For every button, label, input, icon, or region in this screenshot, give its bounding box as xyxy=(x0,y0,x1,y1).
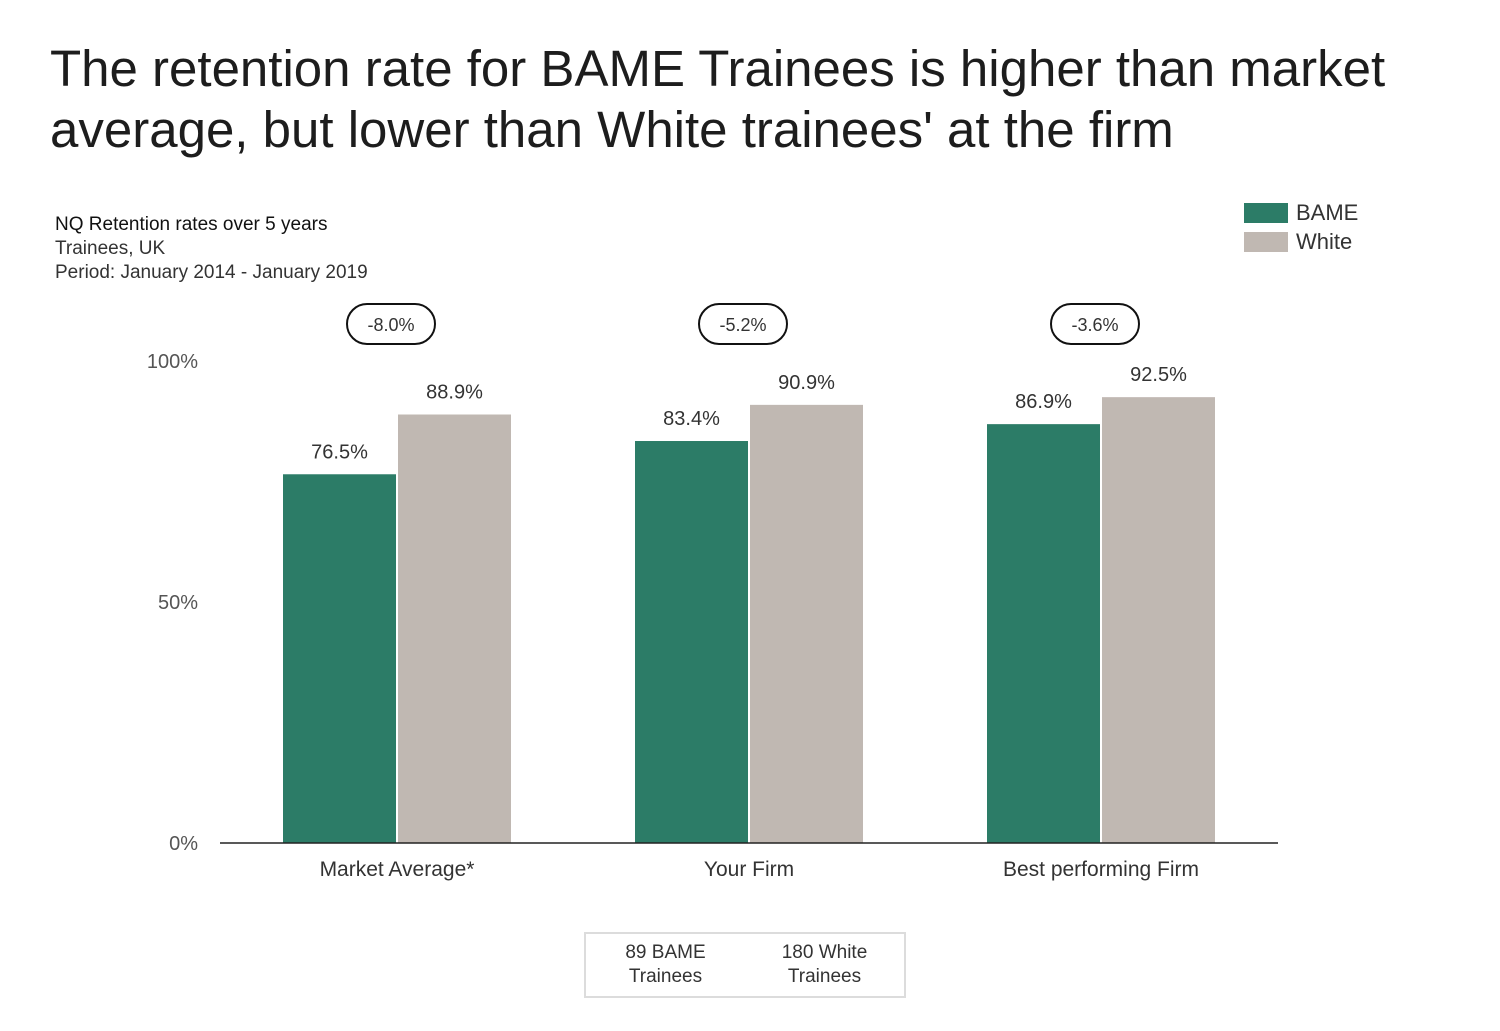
data-label-white: 88.9% xyxy=(426,382,483,404)
difference-badge xyxy=(1050,303,1140,345)
bar-bame xyxy=(283,474,396,843)
data-label-bame: 86.9% xyxy=(1015,391,1072,413)
y-tick-label: 100% xyxy=(147,351,198,373)
difference-label: -3.6% xyxy=(1071,315,1118,335)
chart-title: The retention rate for BAME Trainees is … xyxy=(50,38,1450,160)
sample-size-bame-line2: Trainees xyxy=(628,966,703,987)
legend-swatch-white xyxy=(1244,231,1288,252)
title-line-1: The retention rate for BAME Trainees is … xyxy=(50,40,1386,97)
bar-bame xyxy=(987,424,1100,843)
data-label-bame: 76.5% xyxy=(311,441,368,463)
sample-size-bame-line1: 89 BAME xyxy=(625,942,706,963)
difference-badge xyxy=(346,303,436,345)
subtitle-period: Period: January 2014 - January 2019 xyxy=(55,262,368,283)
sample-size-white-line2: Trainees xyxy=(787,966,862,987)
sample-size-box: 89 BAME Trainees 180 White Trainees xyxy=(584,932,906,998)
title-line-2: average, but lower than White trainees' … xyxy=(50,101,1174,158)
legend-item-white: White xyxy=(1244,227,1358,256)
legend-label-bame: BAME xyxy=(1296,199,1359,225)
x-tick-label: Best performing Firm xyxy=(1003,858,1199,881)
data-label-white: 90.9% xyxy=(778,372,835,394)
y-tick-label: 0% xyxy=(169,833,198,855)
sample-size-white: 180 White Trainees xyxy=(745,934,904,996)
legend-item-bame: BAME xyxy=(1244,198,1358,227)
subtitle-metric: NQ Retention rates over 5 years xyxy=(55,214,328,235)
data-label-white: 92.5% xyxy=(1130,364,1187,386)
difference-label: -5.2% xyxy=(719,315,766,335)
legend-swatch-bame xyxy=(1244,202,1288,223)
legend-label-white: White xyxy=(1296,228,1353,254)
bar-bame xyxy=(635,441,748,843)
x-tick-label: Your Firm xyxy=(704,858,794,881)
data-label-bame: 83.4% xyxy=(663,408,720,430)
subtitle-population: Trainees, UK xyxy=(55,238,166,259)
legend: BAME White xyxy=(1244,198,1358,256)
x-tick-label: Market Average* xyxy=(320,858,475,881)
bar-white xyxy=(398,414,511,843)
sample-size-bame: 89 BAME Trainees xyxy=(586,934,745,996)
sample-size-white-line1: 180 White xyxy=(781,942,868,963)
y-tick-label: 50% xyxy=(158,592,198,614)
bar-white xyxy=(1102,397,1215,843)
bar-white xyxy=(750,404,863,843)
difference-label: -8.0% xyxy=(367,315,414,335)
chart-subtitle: NQ Retention rates over 5 years Trainees… xyxy=(55,213,368,285)
difference-badge xyxy=(698,303,788,345)
